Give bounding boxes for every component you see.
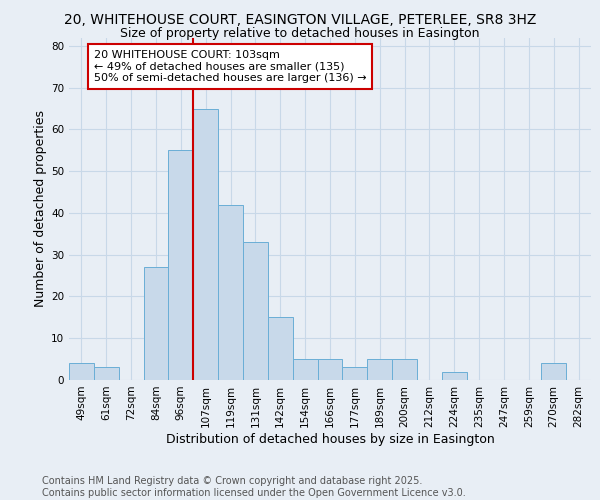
- Y-axis label: Number of detached properties: Number of detached properties: [34, 110, 47, 307]
- Bar: [218, 204, 243, 380]
- Bar: [243, 242, 268, 380]
- Text: 20 WHITEHOUSE COURT: 103sqm
← 49% of detached houses are smaller (135)
50% of se: 20 WHITEHOUSE COURT: 103sqm ← 49% of det…: [94, 50, 367, 83]
- Bar: [392, 359, 417, 380]
- Bar: [193, 108, 218, 380]
- Bar: [94, 368, 119, 380]
- Bar: [317, 359, 343, 380]
- Bar: [541, 364, 566, 380]
- Text: Size of property relative to detached houses in Easington: Size of property relative to detached ho…: [120, 28, 480, 40]
- Text: 20, WHITEHOUSE COURT, EASINGTON VILLAGE, PETERLEE, SR8 3HZ: 20, WHITEHOUSE COURT, EASINGTON VILLAGE,…: [64, 12, 536, 26]
- Bar: [69, 364, 94, 380]
- Bar: [442, 372, 467, 380]
- Bar: [343, 368, 367, 380]
- Text: Contains HM Land Registry data © Crown copyright and database right 2025.
Contai: Contains HM Land Registry data © Crown c…: [42, 476, 466, 498]
- Bar: [169, 150, 193, 380]
- Bar: [143, 267, 169, 380]
- Bar: [268, 318, 293, 380]
- X-axis label: Distribution of detached houses by size in Easington: Distribution of detached houses by size …: [166, 432, 494, 446]
- Bar: [367, 359, 392, 380]
- Bar: [293, 359, 317, 380]
